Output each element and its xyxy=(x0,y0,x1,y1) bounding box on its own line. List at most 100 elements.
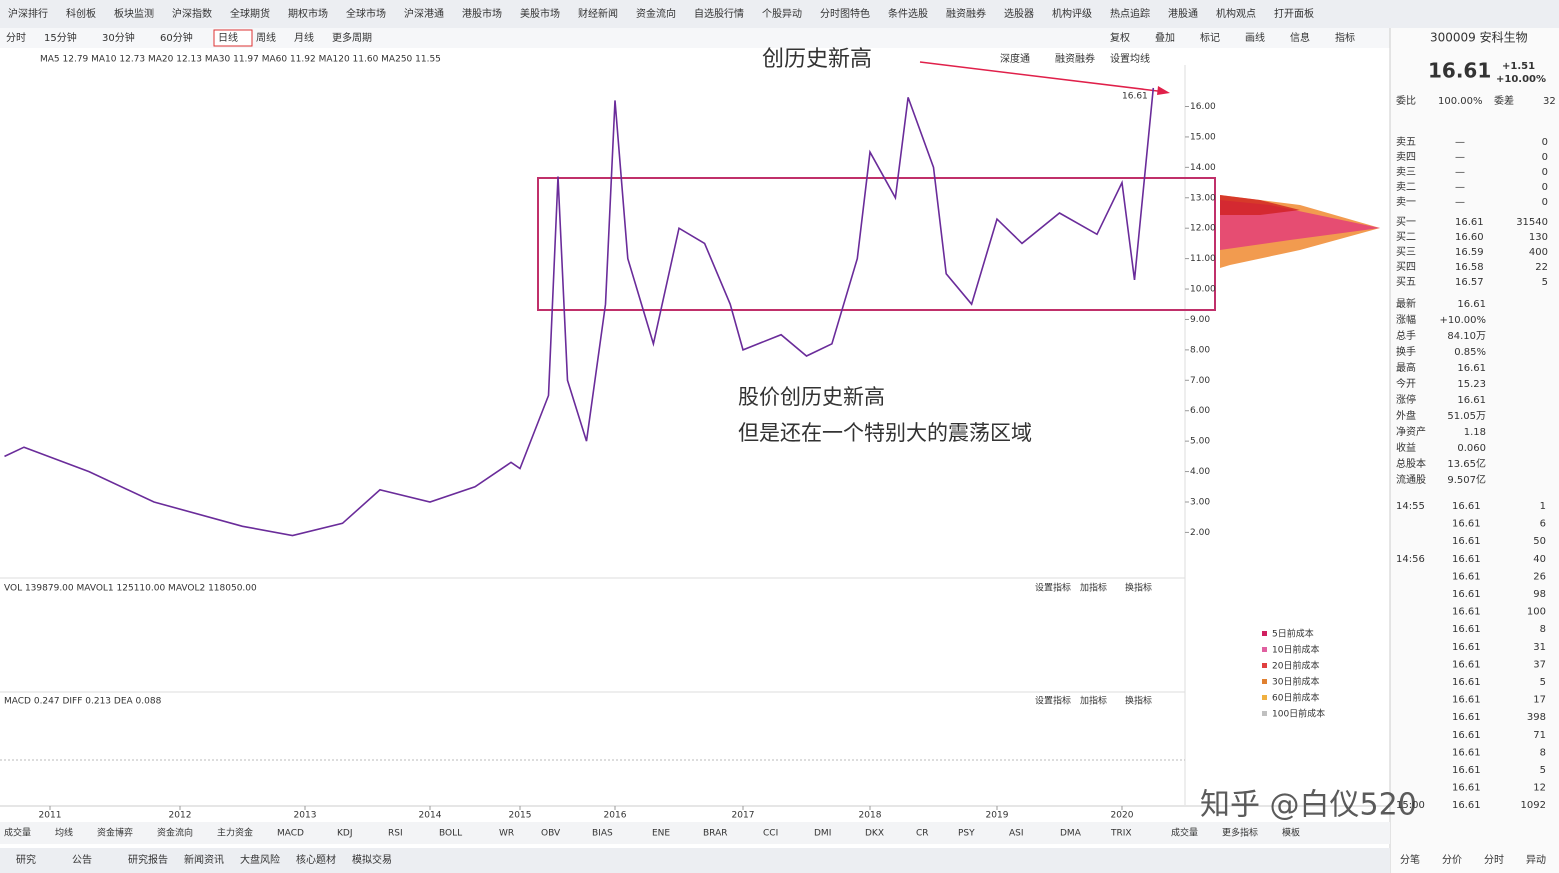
x-tick-label: 2011 xyxy=(39,811,62,821)
indicator-tab[interactable]: 均线 xyxy=(55,827,73,839)
indicator-tab[interactable]: ENE xyxy=(652,829,670,839)
toolbar-item[interactable]: 分时 xyxy=(6,32,26,44)
panel-tool[interactable]: 设置指标 xyxy=(1035,582,1071,594)
indicator-tab[interactable]: CCI xyxy=(763,829,778,839)
indicator-tab[interactable]: BOLL xyxy=(439,829,462,839)
menu-item[interactable]: 选股器 xyxy=(1004,7,1034,20)
menu-item[interactable]: 沪深指数 xyxy=(172,7,212,20)
book-volume: 22 xyxy=(1535,262,1548,273)
menu-item[interactable]: 个股异动 xyxy=(762,8,802,20)
menu-item[interactable]: 机构观点 xyxy=(1216,7,1256,20)
menu-item[interactable]: 财经新闻 xyxy=(578,7,618,20)
book-volume: 0 xyxy=(1542,167,1548,178)
menu-item[interactable]: 资金流向 xyxy=(636,7,676,20)
book-price: 16.58 xyxy=(1455,262,1484,273)
indicator-tab[interactable]: KDJ xyxy=(337,829,353,839)
indicator-tab[interactable]: 更多指标 xyxy=(1222,827,1258,839)
bottom-tab[interactable]: 新闻资讯 xyxy=(184,853,224,866)
tick-volume: 1 xyxy=(1540,501,1546,512)
menu-item[interactable]: 沪深排行 xyxy=(8,7,48,20)
menu-item[interactable]: 美股市场 xyxy=(520,7,560,20)
indicator-tab[interactable]: CR xyxy=(916,829,929,839)
panel-tool[interactable]: 加指标 xyxy=(1080,695,1107,707)
bottom-tab[interactable]: 研究 xyxy=(16,853,36,866)
toolbar-item[interactable]: 日线 xyxy=(218,31,238,44)
menu-item[interactable]: 港股通 xyxy=(1168,8,1198,20)
panel-tool[interactable]: 设置指标 xyxy=(1035,695,1071,707)
book-volume: 0 xyxy=(1542,182,1548,193)
menu-item[interactable]: 板块监测 xyxy=(114,7,154,20)
menu-bar xyxy=(0,0,1559,28)
quote-tab[interactable]: 分价 xyxy=(1442,854,1462,866)
indicator-tab[interactable]: 资金博弈 xyxy=(97,827,133,839)
indicator-tab[interactable]: 成交量 xyxy=(1171,827,1198,839)
menu-item[interactable]: 全球期货 xyxy=(230,7,270,20)
toolbar-item[interactable]: 画线 xyxy=(1245,31,1265,44)
bottom-tab[interactable]: 研究报告 xyxy=(128,853,168,866)
stat-label: 流通股 xyxy=(1396,473,1426,486)
indicator-tab[interactable]: DMA xyxy=(1060,829,1082,839)
toolbar-item[interactable]: 月线 xyxy=(294,31,314,44)
indicator-tab[interactable]: BIAS xyxy=(592,829,613,839)
chart-tool[interactable]: 设置均线 xyxy=(1110,52,1150,65)
panel-tool[interactable]: 换指标 xyxy=(1125,695,1152,707)
quote-tab[interactable]: 分笔 xyxy=(1400,853,1420,866)
panel-tool[interactable]: 换指标 xyxy=(1125,582,1152,594)
bottom-tab[interactable]: 公告 xyxy=(72,853,92,866)
indicator-tab[interactable]: WR xyxy=(499,829,514,839)
y-tick-label: 15.00 xyxy=(1190,132,1216,142)
legend-swatch xyxy=(1262,647,1267,652)
tick-price: 16.61 xyxy=(1452,501,1481,512)
toolbar-item[interactable]: 更多周期 xyxy=(332,31,372,44)
indicator-tab[interactable]: RSI xyxy=(388,829,403,839)
indicator-tab[interactable]: BRAR xyxy=(703,829,727,839)
indicator-tab[interactable]: TRIX xyxy=(1110,829,1132,839)
indicator-tab[interactable]: ASI xyxy=(1009,829,1024,839)
tick-price: 16.61 xyxy=(1452,747,1481,758)
bottom-tab[interactable]: 大盘风险 xyxy=(240,853,280,866)
indicator-tab[interactable]: OBV xyxy=(541,829,561,839)
toolbar-item[interactable]: 叠加 xyxy=(1155,32,1175,44)
menu-item[interactable]: 沪深港通 xyxy=(404,7,444,20)
indicator-tab[interactable]: 模板 xyxy=(1282,827,1300,839)
menu-item[interactable]: 机构评级 xyxy=(1052,7,1092,20)
indicator-tab[interactable]: 主力资金 xyxy=(217,827,253,839)
menu-item[interactable]: 融资融券 xyxy=(946,7,986,20)
toolbar-item[interactable]: 指标 xyxy=(1335,31,1355,44)
toolbar-item[interactable]: 60分钟 xyxy=(160,31,193,44)
quote-tab[interactable]: 异动 xyxy=(1526,854,1546,866)
quote-tab[interactable]: 分时 xyxy=(1484,854,1504,866)
legend-label: 5日前成本 xyxy=(1272,628,1314,640)
indicator-tab[interactable]: PSY xyxy=(958,829,975,839)
panel-tool[interactable]: 加指标 xyxy=(1080,582,1107,594)
indicator-tab[interactable]: 资金流向 xyxy=(157,827,193,839)
menu-item[interactable]: 科创板 xyxy=(66,7,96,20)
menu-item[interactable]: 条件选股 xyxy=(888,7,928,20)
toolbar-item[interactable]: 15分钟 xyxy=(44,31,77,44)
toolbar-item[interactable]: 信息 xyxy=(1290,31,1310,44)
toolbar-item[interactable]: 30分钟 xyxy=(102,31,135,44)
menu-item[interactable]: 打开面板 xyxy=(1274,7,1314,20)
chart-tool[interactable]: 深度通 xyxy=(1000,52,1030,65)
x-tick-label: 2018 xyxy=(859,811,882,821)
book-label: 买四 xyxy=(1396,261,1416,273)
y-tick-label: 4.00 xyxy=(1190,467,1210,477)
indicator-tab[interactable]: DKX xyxy=(865,829,884,839)
tick-volume: 5 xyxy=(1540,677,1546,688)
menu-item[interactable]: 港股市场 xyxy=(462,7,502,20)
bottom-tab[interactable]: 核心题材 xyxy=(296,853,336,866)
toolbar-item[interactable]: 复权 xyxy=(1110,31,1130,44)
bottom-tab[interactable]: 模拟交易 xyxy=(352,853,392,866)
indicator-tab[interactable]: DMI xyxy=(814,829,831,839)
toolbar-item[interactable]: 周线 xyxy=(256,31,276,44)
indicator-tab[interactable]: MACD xyxy=(277,829,304,839)
menu-item[interactable]: 期权市场 xyxy=(288,7,328,20)
toolbar-item[interactable]: 标记 xyxy=(1200,32,1220,44)
menu-item[interactable]: 热点追踪 xyxy=(1110,7,1150,20)
menu-item[interactable]: 自选股行情 xyxy=(694,7,744,20)
indicator-tab[interactable]: 成交量 xyxy=(4,827,31,839)
chart-tool[interactable]: 融资融券 xyxy=(1055,52,1095,65)
book-label: 买一 xyxy=(1396,216,1416,228)
menu-item[interactable]: 分时图特色 xyxy=(820,7,870,20)
menu-item[interactable]: 全球市场 xyxy=(346,7,386,20)
